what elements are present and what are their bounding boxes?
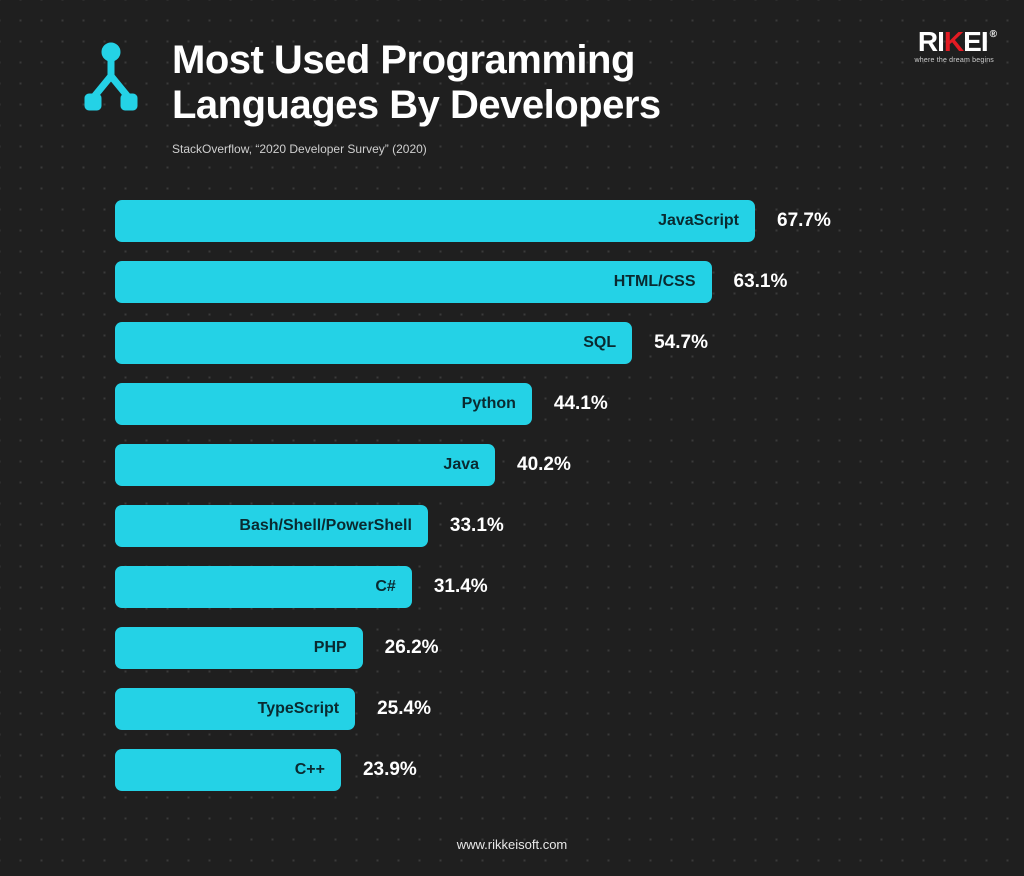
brand-text: RIKEI [918,26,988,57]
page-title: Most Used Programming Languages By Devel… [172,38,984,128]
bar-row: Java 40.2% [115,444,915,486]
brand-reg: ® [990,29,996,40]
bar: JavaScript [115,200,755,242]
bar-value: 67.7% [777,210,831,232]
bar-value: 33.1% [450,515,504,537]
bar-value: 23.9% [363,759,417,781]
bar-row: TypeScript 25.4% [115,688,915,730]
title-block: Most Used Programming Languages By Devel… [172,38,984,156]
bar-label: SQL [583,334,616,352]
bar-row: C# 31.4% [115,566,915,608]
bar-value: 25.4% [377,698,431,720]
bar: C# [115,566,412,608]
brand-logo: RIKEI® where the dream begins [915,28,995,64]
bar: Bash/Shell/PowerShell [115,505,428,547]
bar-label: JavaScript [658,212,739,230]
bar-label: Bash/Shell/PowerShell [239,517,412,535]
bar-value: 44.1% [554,393,608,415]
subtitle: StackOverflow, “2020 Developer Survey” (… [172,142,984,156]
footer-url: www.rikkeisoft.com [0,837,1024,852]
bar-row: JavaScript 67.7% [115,200,915,242]
bar-row: Python 44.1% [115,383,915,425]
bar-label: Python [462,395,516,413]
fork-icon [84,42,138,112]
bar-value: 54.7% [654,332,708,354]
brand-tagline: where the dream begins [915,57,995,64]
bar-row: C++ 23.9% [115,749,915,791]
bar: PHP [115,627,363,669]
bar-label: C# [375,578,395,596]
bar: TypeScript [115,688,355,730]
bar-value: 63.1% [734,271,788,293]
bar-label: HTML/CSS [614,273,696,291]
bar-row: HTML/CSS 63.1% [115,261,915,303]
bar: C++ [115,749,341,791]
brand-name: RIKEI® [915,28,995,56]
bar-label: Java [443,456,479,474]
bar-label: PHP [314,639,347,657]
bar-value: 31.4% [434,576,488,598]
bar-row: PHP 26.2% [115,627,915,669]
title-line-2: Languages By Developers [172,83,661,127]
bar-value: 26.2% [385,637,439,659]
bar: HTML/CSS [115,261,712,303]
bar-label: TypeScript [258,700,340,718]
header: Most Used Programming Languages By Devel… [84,38,984,156]
bar: SQL [115,322,632,364]
bar-chart: JavaScript 67.7% HTML/CSS 63.1% SQL 54.7% Pyth… [115,200,915,810]
bar-row: Bash/Shell/PowerShell 33.1% [115,505,915,547]
title-line-1: Most Used Programming [172,38,635,82]
bar: Python [115,383,532,425]
bar-label: C++ [295,761,325,779]
bar: Java [115,444,495,486]
bar-row: SQL 54.7% [115,322,915,364]
bar-value: 40.2% [517,454,571,476]
